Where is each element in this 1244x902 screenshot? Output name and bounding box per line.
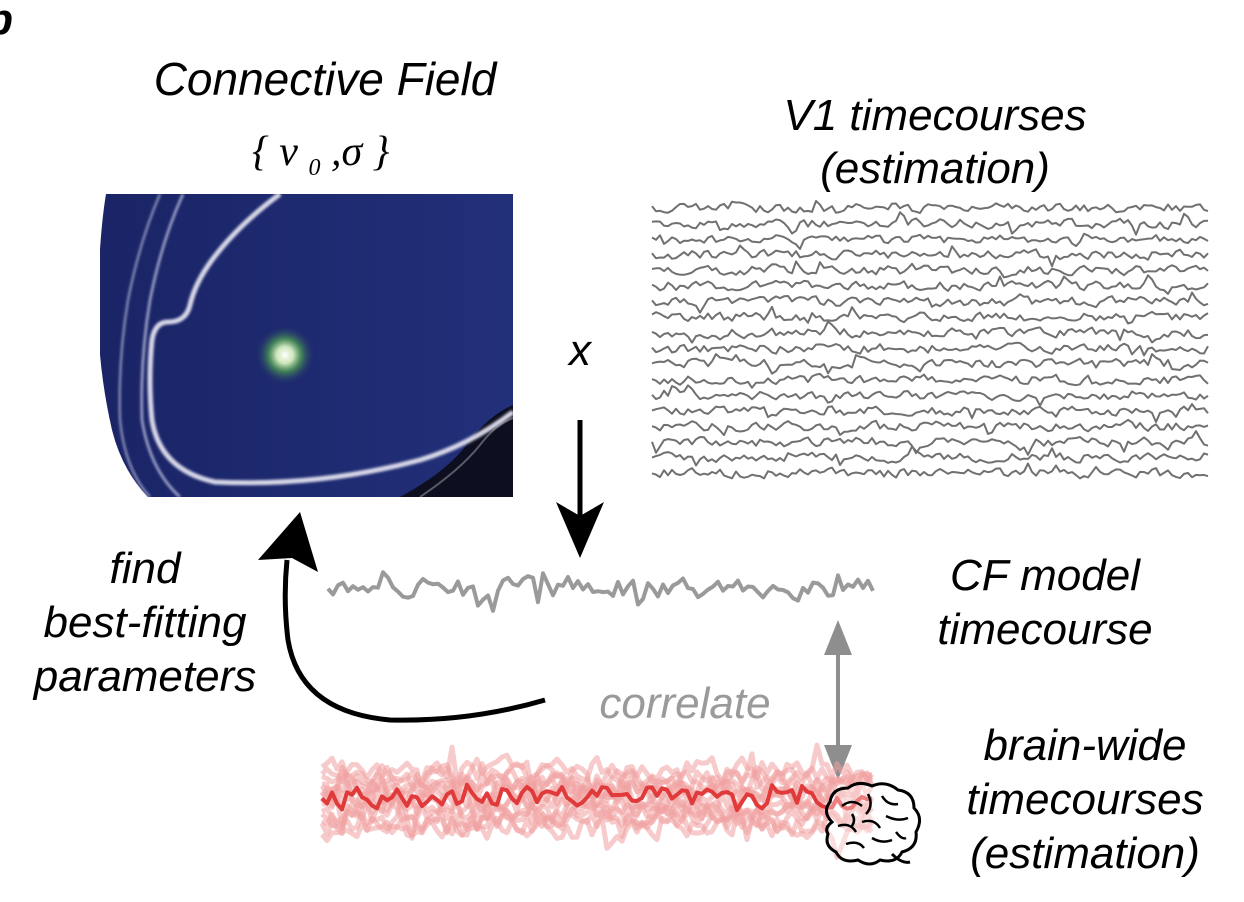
brain-outline — [825, 781, 921, 866]
v1-trace — [651, 274, 1209, 295]
v1-trace — [651, 305, 1209, 325]
connective-field-title: Connective Field — [154, 53, 498, 105]
cf-model-trace — [326, 570, 875, 613]
boundary-line-thin-2 — [140, 194, 185, 497]
cf-model-timecourse-trace — [326, 570, 875, 613]
param-sigma: ,σ — [331, 129, 365, 175]
param-v: v — [279, 129, 298, 175]
down-arrow-head — [556, 502, 604, 558]
connective-field-spot — [255, 325, 315, 385]
multiply-operator: x — [567, 326, 593, 375]
v1-trace — [651, 462, 1209, 480]
v1-trace — [651, 384, 1209, 407]
param-close-brace: } — [373, 129, 390, 175]
v1-title-line2: (estimation) — [820, 144, 1050, 193]
brain-gyri — [837, 793, 909, 849]
brain-wide-label-line3: (estimation) — [970, 829, 1200, 878]
brain-wide-label-line1: brain-wide — [984, 721, 1187, 770]
v1-trace — [651, 372, 1209, 389]
v1-trace — [651, 445, 1209, 467]
v1-trace — [651, 430, 1209, 456]
cortex-sulcus-shadow — [400, 405, 513, 497]
v1-trace — [651, 341, 1209, 357]
v1-trace — [651, 418, 1209, 437]
brain-wide-label-line2: timecourses — [966, 775, 1203, 824]
v1-trace — [651, 211, 1209, 236]
find-params-line3: parameters — [32, 652, 257, 701]
feedback-arrow — [258, 512, 546, 723]
v1-trace — [651, 320, 1209, 344]
brain-icon — [825, 781, 921, 866]
find-params-line2: best-fitting — [44, 598, 248, 647]
down-arrow — [556, 420, 604, 558]
v1-trace — [651, 353, 1209, 375]
v1-trace — [651, 260, 1209, 279]
feedback-arrow-curve — [282, 559, 546, 723]
v1-title-line1: V1 timecourses — [783, 91, 1086, 140]
v1-trace — [651, 200, 1209, 214]
param-open-brace: { — [252, 129, 269, 175]
v1-trace — [651, 403, 1209, 423]
brain-wide-timecourse-stack — [319, 742, 875, 860]
find-params-line1: find — [110, 544, 182, 593]
cf-model-label-line2: timecourse — [937, 605, 1152, 654]
v1-timecourse-stack — [651, 200, 1209, 480]
param-subscript: 0 — [308, 155, 320, 181]
cf-model-label-line1: CF model — [950, 551, 1141, 600]
cortex-sulcus-edge — [419, 417, 513, 497]
brain-wide-trace-faint — [319, 779, 874, 827]
brain-wide-trace-faint — [320, 812, 874, 860]
correlate-double-arrow — [824, 620, 852, 780]
brain-stem — [890, 852, 911, 864]
v1-trace — [651, 291, 1209, 314]
double-arrow-head-up — [824, 620, 852, 655]
correlate-label: correlate — [599, 679, 770, 728]
cortex-surface-map — [100, 194, 513, 497]
v1-border-line — [147, 194, 513, 486]
v1-trace — [651, 232, 1209, 250]
brain-wide-trace-main — [320, 782, 873, 813]
feedback-arrow-head — [258, 512, 318, 572]
boundary-line-thin-1 — [118, 194, 161, 497]
cf-parameters: { v 0 ,σ } — [252, 129, 390, 185]
v1-trace — [651, 244, 1209, 268]
panel-letter: b — [0, 0, 13, 44]
